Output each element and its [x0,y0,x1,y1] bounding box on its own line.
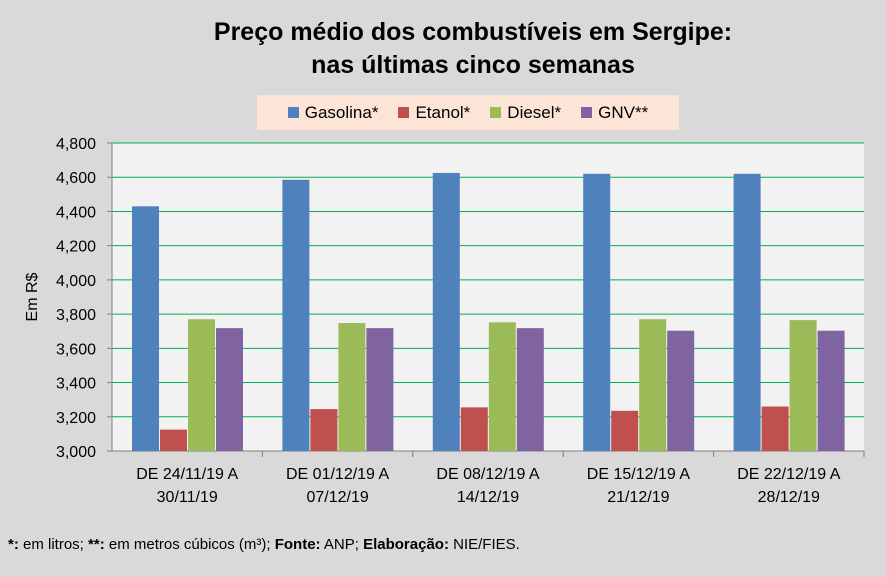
y-tick-label: 4,800 [56,136,96,153]
footnote-text-3: ANP; [320,536,364,553]
x-tick-label: 21/12/19 [607,489,669,506]
legend-label-gnv: GNV** [598,102,649,122]
bar-gasolina [733,173,761,452]
x-tick-label: 07/12/19 [306,489,368,506]
y-tick-label: 4,000 [56,273,96,290]
x-tick-label: DE 15/12/19 A [587,466,691,483]
y-tick-label: 4,200 [56,239,96,256]
legend-item-etanol: Etanol* [398,103,470,123]
bar-gasolina [132,206,159,451]
bar-diesel [789,320,817,451]
bar-gasolina [432,172,460,451]
bar-gasolina [583,173,611,452]
bar-gasolina [282,179,310,452]
y-axis-label: Em R$ [24,272,41,321]
legend-item-gnv: GNV** [581,103,648,123]
y-tick-label: 3,200 [56,410,96,427]
bar-diesel [338,323,366,451]
legend-label-gasolina: Gasolina* [304,102,379,122]
legend-label-etanol: Etanol* [415,102,471,122]
bar-etanol [611,410,639,451]
bar-gnv [216,328,243,451]
bar-etanol [310,409,338,451]
chart-title: Preço médio dos combustíveis em Sergipe:… [0,16,886,82]
bar-etanol [761,406,789,451]
legend-item-diesel: Diesel* [490,103,561,123]
footnote-bold-1: *: [8,536,19,553]
bar-diesel [639,319,667,451]
legend-swatch-etanol [398,107,410,118]
legend-swatch-gasolina [287,107,299,118]
y-tick-label: 3,000 [56,444,96,461]
x-tick-label: DE 01/12/19 A [286,466,390,483]
footnote: *: em litros; **: em metros cúbicos (m³)… [8,536,520,553]
x-tick-label: 14/12/19 [457,489,519,506]
legend-swatch-gnv [581,107,593,118]
chart-title-line-1: Preço médio dos combustíveis em Sergipe: [213,18,733,46]
bar-diesel [188,319,215,451]
y-tick-label: 3,800 [56,307,96,324]
footnote-text-4: NIE/FIES. [448,536,520,553]
bar-gnv [516,328,544,451]
bar-gnv [667,330,695,451]
bar-etanol [160,429,187,451]
y-tick-label: 4,400 [56,204,96,221]
x-tick-label: DE 08/12/19 A [436,466,540,483]
footnote-bold-3: Fonte: [274,536,321,553]
legend-swatch-diesel [490,107,502,118]
y-tick-label: 3,400 [56,376,96,393]
footnote-text-1: em litros; [18,536,89,553]
footnote-bold-4: Elaboração: [363,536,449,553]
bar-gnv [366,328,394,451]
legend: Gasolina* Etanol* Diesel* GNV** [257,95,679,130]
x-tick-label: DE 22/12/19 A [737,466,841,483]
legend-item-gasolina: Gasolina* [287,102,379,123]
x-tick-label: DE 24/11/19 A [136,466,238,483]
y-tick-label: 3,600 [56,341,96,358]
chart-title-line-2: nas últimas cinco semanas [311,51,635,79]
footnote-text-2: em metros cúbicos (m³); [104,536,275,553]
x-tick-label: 28/12/19 [758,489,820,506]
footnote-bold-2: **: [88,536,105,553]
bar-diesel [488,322,516,451]
y-tick-label: 4,600 [56,170,96,187]
bar-gnv [817,330,845,451]
bar-etanol [460,407,488,451]
x-tick-label: 30/11/19 [157,489,218,506]
legend-label-diesel: Diesel* [507,102,562,122]
